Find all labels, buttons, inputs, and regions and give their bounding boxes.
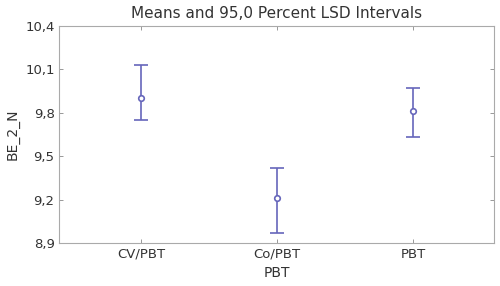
X-axis label: PBT: PBT [264, 267, 290, 281]
Title: Means and 95,0 Percent LSD Intervals: Means and 95,0 Percent LSD Intervals [132, 5, 422, 21]
Y-axis label: BE_2_N: BE_2_N [6, 109, 20, 160]
